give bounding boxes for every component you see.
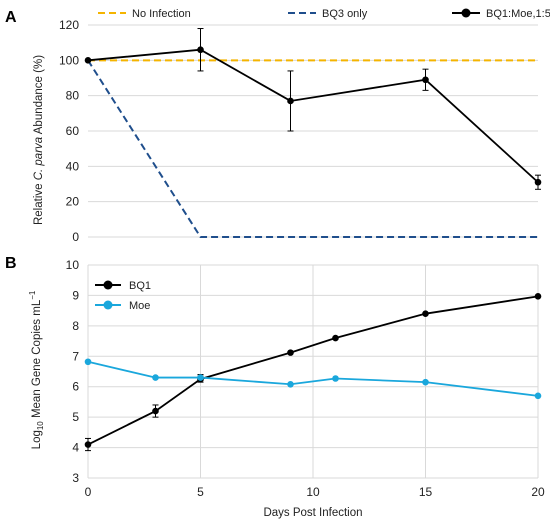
y-tick-label: 100 — [59, 53, 79, 67]
panel-b-gridlines — [87, 264, 539, 479]
data-point — [332, 334, 339, 342]
data-point — [84, 358, 92, 366]
legend-marker — [461, 8, 471, 18]
y-tick-label: 60 — [66, 124, 80, 138]
data-point — [84, 57, 92, 64]
x-tick-label: 20 — [531, 485, 545, 499]
data-point — [534, 392, 542, 400]
series-line — [87, 48, 539, 183]
panel-a-y-axis-title: Relative C. parva Abundance (%) — [33, 55, 45, 225]
data-point — [422, 76, 429, 84]
panel-b-y-ticks: 3 4 5 6 7 8 9 10 — [66, 258, 80, 485]
y-tick-label: 5 — [72, 410, 79, 424]
data-point — [152, 407, 159, 415]
series-line — [87, 59, 538, 238]
legend-label: BQ1 — [129, 280, 151, 292]
x-tick-label: 5 — [197, 485, 204, 499]
y-tick-label: 20 — [66, 195, 80, 209]
data-point — [287, 380, 294, 388]
panel-a-legend: No Infection BQ3 only BQ1:Moe,1:500 — [98, 8, 550, 20]
legend-label: BQ3 only — [322, 8, 368, 20]
legend-marker — [103, 280, 113, 290]
legend-label: No Infection — [132, 8, 191, 20]
data-point — [197, 46, 204, 54]
y-tick-label: 8 — [72, 319, 79, 333]
y-tick-label: 120 — [59, 18, 79, 32]
panel-b-legend: BQ1 Moe — [95, 280, 151, 312]
panel-label-b: B — [5, 255, 17, 272]
data-point — [287, 97, 294, 105]
panel-b-y-axis-title: Log10 Mean Gene Copies mL−1 — [28, 290, 45, 449]
panel-label-a: A — [5, 9, 17, 26]
x-tick-label: 15 — [419, 485, 433, 499]
data-point — [422, 378, 429, 386]
series-moe — [84, 358, 542, 400]
panel-a-gridlines — [88, 24, 538, 238]
data-point — [332, 375, 339, 382]
y-tick-label: 10 — [66, 258, 80, 272]
panel-b-series — [84, 293, 542, 452]
legend-marker — [103, 300, 113, 310]
y-tick-label: 0 — [72, 230, 79, 244]
y-tick-label: 6 — [72, 380, 79, 394]
data-point — [422, 310, 429, 317]
y-tick-label: 9 — [72, 288, 79, 302]
panel-b-x-ticks: 0 5 10 15 20 — [85, 485, 545, 499]
data-point — [197, 374, 204, 381]
y-tick-label: 7 — [72, 349, 79, 363]
series-bq1-moe-1-500 — [84, 28, 542, 190]
y-tick-label: 40 — [66, 159, 80, 173]
panel-b-x-axis-title: Days Post Infection — [263, 507, 362, 519]
data-point — [534, 293, 542, 300]
legend-label: BQ1:Moe,1:500 — [486, 8, 550, 20]
panel-a-series — [84, 28, 542, 238]
data-point — [152, 374, 159, 381]
data-point — [84, 441, 92, 448]
data-point — [534, 178, 542, 186]
y-tick-label: 3 — [72, 471, 79, 485]
y-tick-label: 80 — [66, 89, 80, 103]
x-tick-label: 10 — [306, 485, 320, 499]
panel-a-y-ticks: 0 20 40 60 80 100 120 — [59, 18, 79, 244]
legend-label: Moe — [129, 300, 150, 312]
series-bq3-only — [87, 59, 538, 238]
data-point — [287, 349, 294, 356]
x-tick-label: 0 — [85, 485, 92, 499]
y-tick-label: 4 — [72, 441, 79, 455]
